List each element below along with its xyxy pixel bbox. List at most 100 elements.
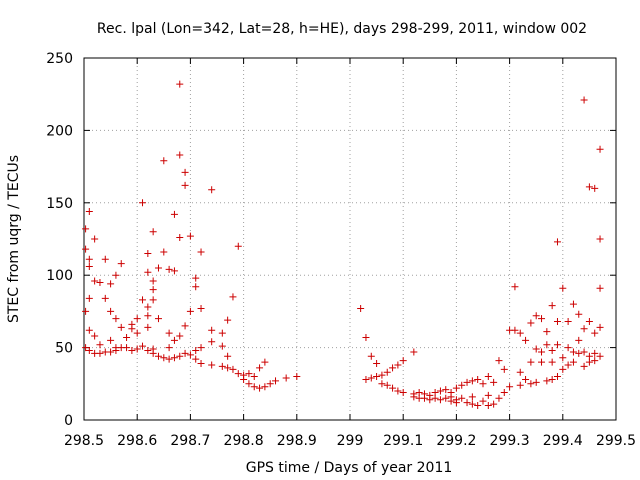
- data-point: [197, 305, 205, 313]
- data-point: [123, 344, 131, 352]
- data-point: [383, 381, 391, 389]
- data-point: [357, 305, 365, 313]
- data-point: [580, 325, 588, 333]
- data-point: [538, 315, 546, 323]
- data-point: [85, 326, 93, 334]
- data-point: [378, 371, 386, 379]
- data-point: [293, 373, 301, 381]
- data-point: [282, 374, 290, 382]
- data-point: [149, 277, 157, 285]
- data-point: [218, 329, 226, 337]
- data-point: [479, 397, 487, 405]
- data-point: [229, 293, 237, 301]
- data-point: [436, 387, 444, 395]
- y-tick-label: 150: [46, 196, 73, 212]
- data-point: [522, 336, 530, 344]
- data-point: [218, 362, 226, 370]
- data-point: [367, 374, 375, 382]
- data-point: [82, 225, 90, 233]
- data-point: [575, 336, 583, 344]
- data-point: [224, 352, 232, 360]
- data-point: [107, 280, 115, 288]
- data-point: [495, 394, 503, 402]
- data-point: [85, 207, 93, 215]
- data-point: [389, 364, 397, 372]
- data-point: [176, 80, 184, 88]
- data-point: [532, 312, 540, 320]
- data-point: [245, 380, 253, 388]
- data-point: [96, 349, 104, 357]
- data-point: [261, 383, 269, 391]
- data-point: [553, 341, 561, 349]
- data-point: [192, 346, 200, 354]
- data-point: [208, 186, 216, 194]
- data-point: [139, 342, 147, 350]
- data-point: [160, 157, 168, 165]
- data-point: [181, 349, 189, 357]
- chart-title: Rec. lpal (Lon=342, Lat=28, h=HE), days …: [97, 21, 587, 37]
- data-point: [585, 183, 593, 191]
- data-point: [149, 228, 157, 236]
- data-point: [96, 278, 104, 286]
- data-point: [410, 348, 418, 356]
- data-point: [484, 402, 492, 410]
- data-point: [165, 344, 173, 352]
- data-point: [170, 210, 178, 218]
- data-point: [452, 384, 460, 392]
- data-point: [548, 346, 556, 354]
- data-point: [378, 380, 386, 388]
- data-point: [585, 358, 593, 366]
- data-point: [516, 329, 524, 337]
- data-point: [543, 377, 551, 385]
- data-point: [165, 355, 173, 363]
- data-point: [176, 352, 184, 360]
- data-point: [165, 329, 173, 337]
- data-point: [538, 348, 546, 356]
- data-point: [208, 361, 216, 369]
- data-point: [160, 354, 168, 362]
- data-point: [96, 341, 104, 349]
- data-point: [362, 375, 370, 383]
- data-point: [186, 232, 194, 240]
- data-point: [591, 184, 599, 192]
- data-point: [538, 358, 546, 366]
- data-point: [474, 375, 482, 383]
- x-tick-label: 298.5: [64, 433, 104, 449]
- data-point: [420, 394, 428, 402]
- data-point: [410, 393, 418, 401]
- data-point: [511, 326, 519, 334]
- data-point: [394, 387, 402, 395]
- data-point: [490, 400, 498, 408]
- data-point: [176, 151, 184, 159]
- data-point: [516, 381, 524, 389]
- x-tick-label: 298.6: [117, 433, 157, 449]
- data-point: [580, 362, 588, 370]
- data-point: [575, 349, 583, 357]
- data-point: [107, 336, 115, 344]
- data-point: [82, 307, 90, 315]
- data-point: [101, 294, 109, 302]
- data-point: [224, 316, 232, 324]
- data-point: [112, 315, 120, 323]
- data-point: [426, 396, 434, 404]
- data-point: [128, 325, 136, 333]
- data-point: [399, 388, 407, 396]
- data-point: [112, 271, 120, 279]
- data-point: [240, 375, 248, 383]
- data-point: [128, 346, 136, 354]
- data-point: [468, 393, 476, 401]
- data-point: [250, 373, 258, 381]
- x-tick-label: 299.3: [490, 433, 530, 449]
- data-point: [436, 396, 444, 404]
- data-point: [596, 284, 604, 292]
- data-point: [527, 380, 535, 388]
- data-point: [192, 274, 200, 282]
- data-point: [144, 303, 152, 311]
- data-point: [362, 333, 370, 341]
- data-point: [139, 296, 147, 304]
- y-tick-label: 50: [55, 341, 73, 357]
- y-tick-label: 200: [46, 123, 73, 139]
- data-point: [596, 323, 604, 331]
- data-point: [165, 265, 173, 273]
